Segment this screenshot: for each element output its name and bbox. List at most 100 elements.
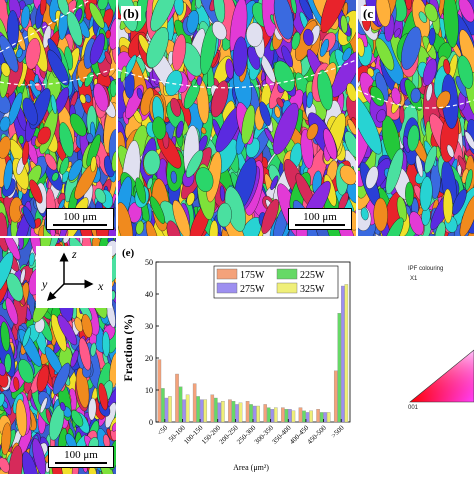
- grain: [261, 198, 279, 234]
- grain: [25, 37, 41, 70]
- grain: [94, 188, 107, 204]
- bar-275W-9: [323, 412, 327, 423]
- bar-175W-1: [175, 373, 179, 423]
- grain: [75, 367, 90, 409]
- grain: [59, 156, 70, 175]
- bar-175W-8: [298, 407, 303, 423]
- legend-label-175W: 175W: [240, 270, 265, 281]
- grain: [281, 45, 293, 68]
- grain: [264, 127, 274, 143]
- grain: [57, 314, 77, 346]
- grain: [186, 192, 195, 206]
- y-tick-label: 20: [145, 354, 153, 363]
- grain: [22, 97, 38, 126]
- grain: [32, 438, 46, 474]
- scale-bar-d: 100 μm: [48, 446, 114, 468]
- x-tick-label: >500: [330, 423, 346, 439]
- grain: [339, 165, 356, 185]
- grain: [58, 122, 74, 158]
- grain: [360, 207, 369, 221]
- grain: [47, 49, 70, 86]
- grain: [3, 159, 13, 191]
- grain: [393, 28, 401, 38]
- grain: [241, 104, 256, 145]
- grain: [195, 167, 214, 192]
- grain: [399, 105, 405, 124]
- grain: [170, 170, 177, 184]
- grain: [90, 342, 97, 357]
- y-axis-label: Fraction (%): [121, 315, 135, 382]
- bar-275W-2: [199, 399, 204, 423]
- grain: [0, 93, 11, 114]
- grain: [146, 177, 153, 190]
- grain: [212, 21, 227, 41]
- bar-175W-6: [263, 404, 267, 423]
- grain: [346, 83, 356, 102]
- legend-swatch-275W: [216, 282, 238, 294]
- grain: [111, 151, 116, 172]
- grain: [273, 60, 295, 92]
- grain: [407, 124, 420, 152]
- panel-label-e: (e): [122, 247, 135, 259]
- grain: [22, 327, 31, 347]
- grain: [376, 109, 387, 123]
- grain: [196, 75, 203, 86]
- grain: [410, 87, 421, 104]
- grain: [102, 331, 110, 357]
- grain: [70, 349, 79, 368]
- grain: [0, 212, 8, 236]
- grain: [0, 35, 19, 73]
- grain: [191, 78, 197, 87]
- grain: [1, 422, 12, 456]
- ebsd-map-c: (c: [358, 0, 474, 236]
- bar-275W-0: [164, 397, 169, 423]
- grain: [347, 119, 356, 135]
- grain: [375, 37, 395, 71]
- grain: [290, 0, 297, 14]
- grain: [28, 252, 35, 267]
- grain: [274, 106, 281, 118]
- grain: [219, 185, 225, 202]
- grain: [18, 135, 25, 145]
- bar-225W-4: [231, 401, 236, 423]
- grain: [20, 268, 26, 284]
- grain: [4, 238, 21, 261]
- bar-225W-9: [319, 412, 324, 423]
- ebsd-map-a: 100 μm: [0, 0, 116, 236]
- melt-pool-boundary: [358, 89, 474, 109]
- panel-label-c: (c: [361, 6, 376, 21]
- grain: [464, 131, 474, 150]
- grain: [0, 116, 11, 132]
- grain: [120, 65, 127, 83]
- grain: [51, 172, 59, 182]
- grain: [166, 220, 182, 236]
- grain: [217, 202, 232, 228]
- bar-275W-4: [235, 404, 239, 423]
- grain: [443, 188, 453, 224]
- scale-bar-b: 100 μm: [288, 208, 352, 230]
- grain: [306, 123, 319, 140]
- grain: [6, 273, 24, 302]
- y-tick-label: 10: [145, 386, 153, 395]
- grain: [4, 353, 12, 373]
- bar-225W-3: [214, 397, 218, 423]
- grain: [86, 132, 94, 143]
- bar-325W-9: [326, 412, 331, 423]
- bar-225W-1: [178, 386, 183, 423]
- grain: [50, 94, 58, 115]
- grain: [79, 94, 87, 104]
- grain: [98, 382, 108, 411]
- bar-275W-7: [288, 409, 292, 423]
- grain: [344, 131, 356, 158]
- grain: [13, 376, 20, 391]
- grain: [36, 365, 50, 392]
- grain: [81, 314, 93, 338]
- x-tick-label: 450-500: [306, 423, 329, 446]
- bar-275W-3: [217, 402, 222, 423]
- grain: [225, 58, 234, 80]
- grain: [270, 175, 279, 191]
- grain: [135, 220, 144, 235]
- grain: [465, 169, 473, 191]
- grain: [232, 36, 248, 77]
- axis-x-label: x: [97, 279, 104, 293]
